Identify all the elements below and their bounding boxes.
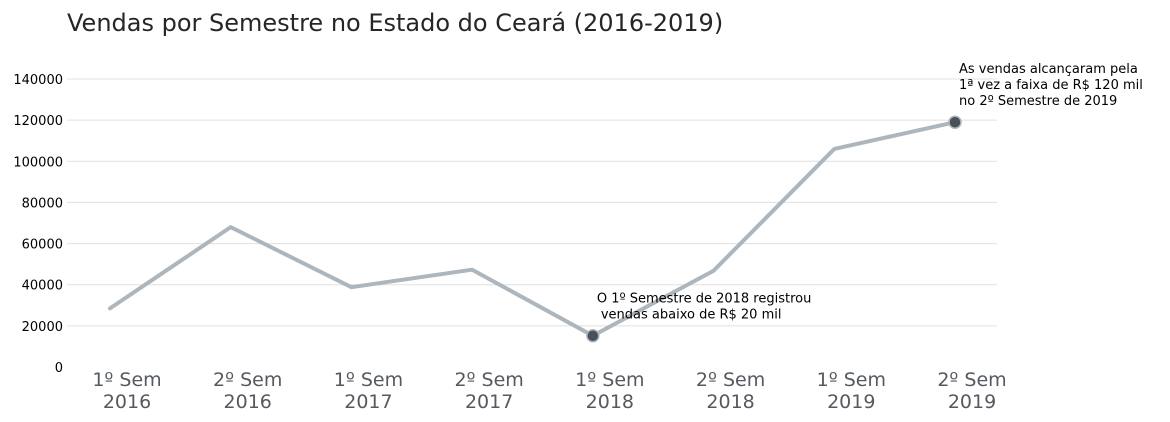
gridlines bbox=[67, 78, 997, 327]
x-tick-label: 2º Sem 2016 bbox=[213, 369, 282, 413]
chart-title: Vendas por Semestre no Estado do Ceará (… bbox=[67, 9, 723, 37]
y-tick-label: 80000 bbox=[22, 196, 63, 211]
x-tick-label: 1º Sem 2019 bbox=[817, 369, 886, 413]
y-tick-label: 60000 bbox=[22, 238, 63, 253]
y-tick-label: 100000 bbox=[13, 155, 63, 170]
y-tick-label: 140000 bbox=[13, 73, 63, 88]
x-axis-ticks: 1º Sem 2016 2º Sem 2016 1º Sem 2017 2º Sem 2017… bbox=[92, 369, 1006, 413]
x-tick-label: 2º Sem 2019 bbox=[937, 369, 1006, 413]
y-axis-ticks: 0 20000 40000 60000 80000 100000 120000 140000 bbox=[13, 73, 63, 376]
highlight-point bbox=[586, 328, 600, 343]
x-tick-label: 2º Sem 2017 bbox=[454, 369, 523, 413]
x-tick-label: 2º Sem 2018 bbox=[696, 369, 765, 413]
highlight-point bbox=[948, 115, 962, 129]
annotations: O 1º Semestre de 2018 registrou vendas ab… bbox=[597, 62, 1143, 323]
annotation-text: As vendas alcançaram pela 1ª vez a faixa … bbox=[959, 62, 1143, 109]
y-tick-label: 20000 bbox=[22, 320, 63, 335]
series-line-layer bbox=[108, 120, 957, 338]
annotation-text: O 1º Semestre de 2018 registrou vendas ab… bbox=[597, 292, 812, 323]
y-tick-label: 120000 bbox=[13, 114, 63, 129]
series-line bbox=[108, 120, 957, 338]
y-tick-label: 0 bbox=[55, 361, 63, 376]
y-tick-label: 40000 bbox=[22, 279, 63, 294]
x-tick-label: 1º Sem 2016 bbox=[92, 369, 161, 413]
x-tick-label: 1º Sem 2018 bbox=[575, 369, 644, 413]
highlight-markers bbox=[586, 115, 962, 343]
x-tick-label: 1º Sem 2017 bbox=[334, 369, 403, 413]
